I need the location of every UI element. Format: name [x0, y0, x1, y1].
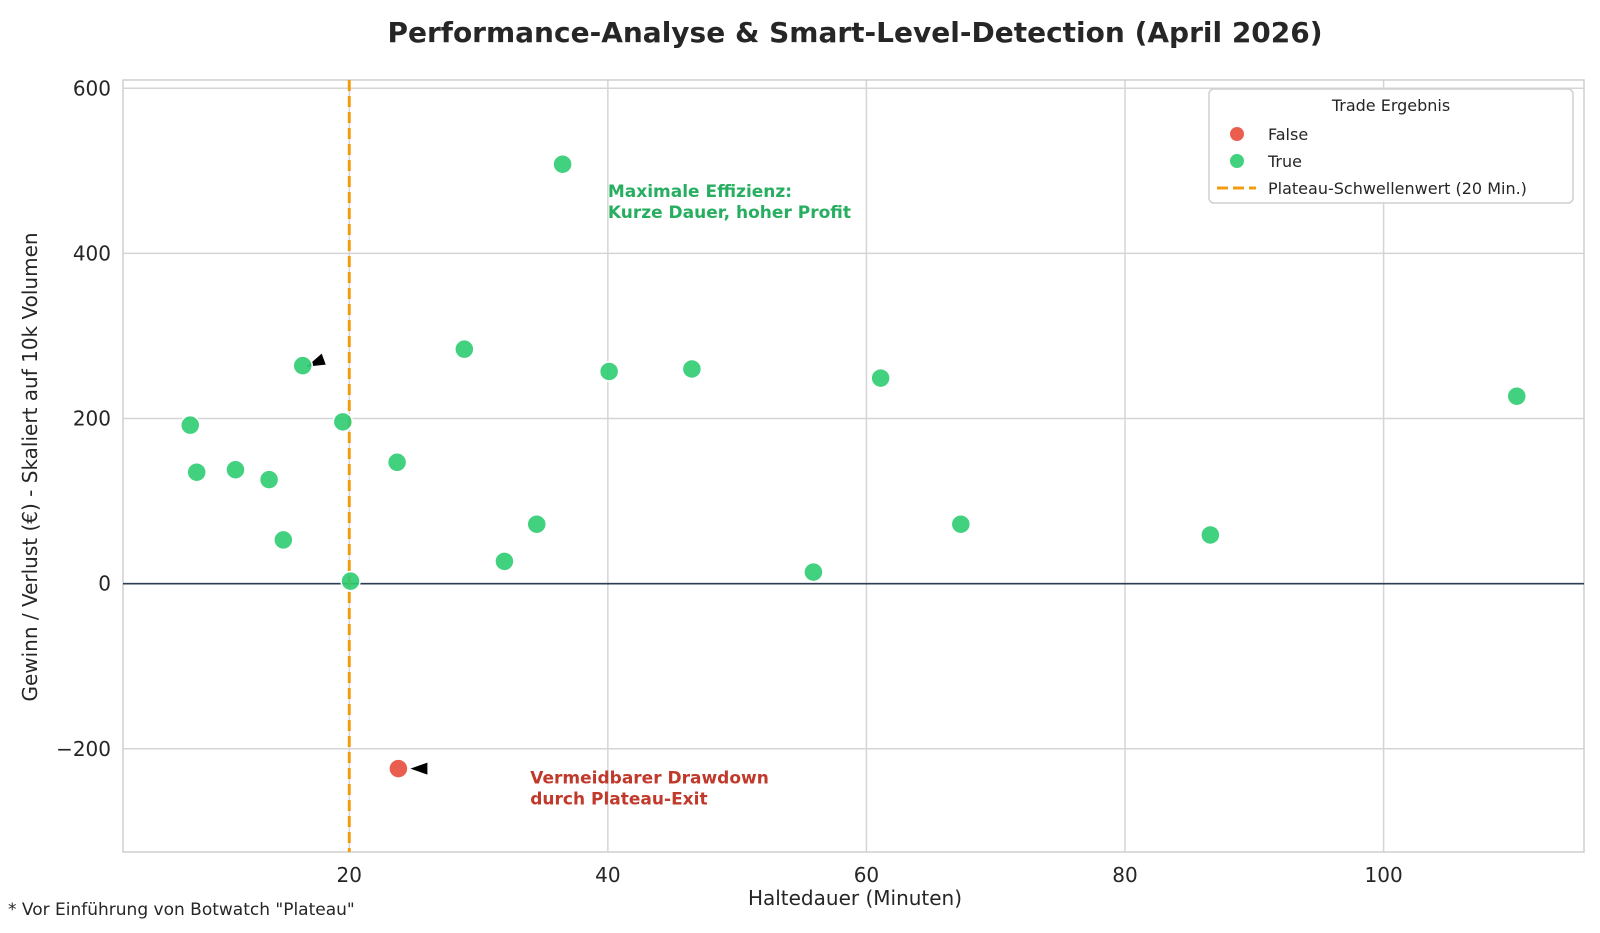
data-point-true — [803, 561, 824, 583]
axes: 20 40 60 80 100 −200 0 200 400 600 — [56, 76, 1585, 887]
legend-box — [1208, 88, 1574, 204]
legend-label-threshold: Plateau-Schwellenwert (20 Min.) — [1268, 179, 1527, 198]
x-tick-label: 60 — [854, 863, 879, 887]
data-point-true — [681, 358, 703, 380]
x-tick-label: 100 — [1365, 863, 1403, 887]
annotation-line: Maximale Effizienz: — [608, 182, 792, 202]
reference-lines — [123, 80, 1584, 852]
annotation-arrows — [306, 243, 535, 775]
legend-label-false: False — [1268, 125, 1308, 144]
data-point-true — [1506, 385, 1528, 407]
data-point-true — [273, 529, 294, 551]
annotation-line: Kurze Dauer, hoher Profit — [608, 203, 851, 223]
legend-marker-false — [1230, 127, 1244, 141]
annotation-line: durch Plateau-Exit — [530, 789, 707, 809]
data-point-true — [332, 411, 354, 433]
footnote: * Vor Einführung von Botwatch "Plateau" — [8, 900, 355, 920]
annotation-text: Vermeidbarer Drawdown durch Plateau-Exit — [530, 768, 769, 809]
legend-marker-true — [1230, 154, 1244, 168]
annotation-arrow-head — [410, 762, 428, 775]
y-tick-label: 600 — [73, 76, 111, 100]
y-axis-label: Gewinn / Verlust (€) - Skaliert auf 10k … — [18, 232, 42, 701]
x-axis-label: Haltedauer (Minuten) — [748, 886, 962, 910]
annotation-line: Vermeidbarer Drawdown — [530, 768, 769, 788]
annotation-arrow-shaft — [525, 243, 535, 253]
data-points — [179, 153, 1528, 779]
y-tick-label: −200 — [56, 737, 111, 761]
annotations: Maximale Effizienz: Kurze Dauer, hoher Pr… — [530, 182, 851, 809]
legend: Trade Ergebnis False True Plateau-Schwellen… — [1208, 88, 1574, 204]
x-tick-label: 40 — [595, 863, 620, 887]
chart-title: Performance-Analyse & Smart-Level-Detect… — [387, 16, 1322, 49]
data-point-true — [225, 459, 246, 480]
y-tick-label: 400 — [73, 241, 111, 265]
data-point-true — [526, 513, 547, 535]
data-point-true — [258, 469, 280, 490]
data-point-true — [598, 361, 620, 382]
data-point-true — [454, 338, 475, 360]
data-point-true — [494, 551, 515, 572]
y-tick-label: 200 — [73, 407, 111, 431]
data-point-true — [950, 513, 972, 535]
data-point-true — [186, 461, 207, 483]
legend-title: Trade Ergebnis — [1331, 96, 1450, 115]
data-point-false — [388, 758, 409, 779]
data-point-true — [1200, 524, 1221, 546]
data-point-true — [292, 355, 313, 376]
data-point-true — [340, 570, 361, 592]
x-tick-label: 20 — [337, 863, 362, 887]
legend-label-true: True — [1267, 152, 1302, 171]
data-point-true — [870, 367, 891, 389]
data-point-true — [179, 414, 201, 436]
x-tick-label: 80 — [1112, 863, 1137, 887]
data-point-true — [386, 452, 408, 473]
plot-frame — [122, 79, 1585, 853]
data-point-true — [552, 153, 573, 175]
annotation-text: Maximale Effizienz: Kurze Dauer, hoher Pr… — [608, 182, 851, 223]
y-tick-label: 0 — [98, 572, 111, 596]
